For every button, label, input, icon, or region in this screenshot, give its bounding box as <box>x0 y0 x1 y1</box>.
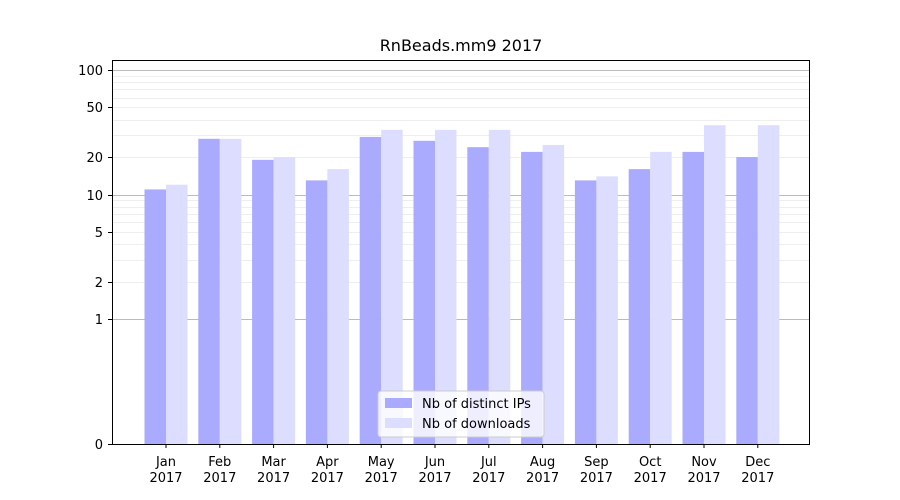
y-axis: 0 1 2 5 10 20 50 100 <box>78 64 112 453</box>
bar-downloads <box>704 125 726 445</box>
bar-downloads <box>219 138 242 444</box>
y-tick-label: 50 <box>86 101 103 116</box>
bar-distinct-ips <box>252 159 274 444</box>
x-tick-label-year: 2017 <box>203 471 236 486</box>
bar-downloads <box>273 157 296 444</box>
bar-distinct-ips <box>305 180 328 444</box>
x-tick-label-month: Feb <box>208 455 231 470</box>
x-tick-label-year: 2017 <box>472 471 505 486</box>
bar-downloads <box>435 129 457 444</box>
y-tick-label: 1 <box>95 313 103 328</box>
x-tick-label-year: 2017 <box>526 471 559 486</box>
chart-title: RnBeads.mm9 2017 <box>380 36 543 55</box>
bar-distinct-ips <box>682 151 704 444</box>
bar-distinct-ips <box>628 169 651 444</box>
x-tick-label-year: 2017 <box>311 471 344 486</box>
x-tick-label-year: 2017 <box>687 471 720 486</box>
x-tick-label-month: Jan <box>155 455 176 470</box>
y-tick-label: 5 <box>95 226 103 241</box>
bar-downloads <box>166 184 188 444</box>
legend-swatch <box>385 418 412 428</box>
x-tick-label-month: Jul <box>480 455 497 470</box>
bar-downloads <box>650 151 672 444</box>
plot-frame <box>112 60 810 445</box>
x-tick-label-month: Apr <box>316 455 339 470</box>
bar-distinct-ips <box>359 136 382 445</box>
bar-distinct-ips <box>521 151 543 444</box>
y-tick-label: 100 <box>78 64 103 79</box>
x-tick-label-year: 2017 <box>580 471 613 486</box>
bar-downloads <box>381 129 403 444</box>
y-tick-label: 10 <box>86 189 103 204</box>
x-tick-label-year: 2017 <box>634 471 667 486</box>
bar-distinct-ips <box>198 138 220 444</box>
bar-downloads <box>757 125 780 445</box>
bar-downloads <box>542 144 565 445</box>
x-tick-label-month: Dec <box>745 455 770 470</box>
y-tick-label: 2 <box>95 276 103 291</box>
legend-label: Nb of downloads <box>422 417 531 432</box>
bar-distinct-ips <box>736 157 758 444</box>
bar-distinct-ips <box>144 189 166 444</box>
x-tick-label-month: Jun <box>424 455 445 470</box>
bar-distinct-ips <box>413 140 435 444</box>
x-tick-label-month: Aug <box>530 455 555 470</box>
x-tick-label-month: Nov <box>691 455 717 470</box>
x-tick-label-month: May <box>368 455 395 470</box>
bar-downloads <box>488 129 511 444</box>
bar-distinct-ips <box>467 147 489 444</box>
legend: Nb of distinct IPs Nb of downloads <box>377 390 545 438</box>
legend-label: Nb of distinct IPs <box>422 397 531 412</box>
x-axis: Jan2017Feb2017Mar2017Apr2017May2017Jun20… <box>149 444 774 486</box>
x-tick-label-year: 2017 <box>418 471 451 486</box>
x-tick-label-year: 2017 <box>365 471 398 486</box>
x-tick-label-month: Mar <box>261 455 286 470</box>
y-tick-label: 0 <box>95 438 103 453</box>
bar-distinct-ips <box>574 180 597 444</box>
x-tick-label-month: Sep <box>584 455 609 470</box>
bar-downloads <box>327 169 349 444</box>
bar-layer <box>144 125 780 445</box>
bar-downloads <box>596 176 618 444</box>
legend-box <box>377 390 545 438</box>
x-tick-label-year: 2017 <box>741 471 774 486</box>
y-tick-label: 20 <box>86 151 103 166</box>
x-tick-label-year: 2017 <box>257 471 290 486</box>
x-tick-label-year: 2017 <box>149 471 182 486</box>
legend-swatch <box>385 398 412 408</box>
x-tick-label-month: Oct <box>639 455 661 470</box>
